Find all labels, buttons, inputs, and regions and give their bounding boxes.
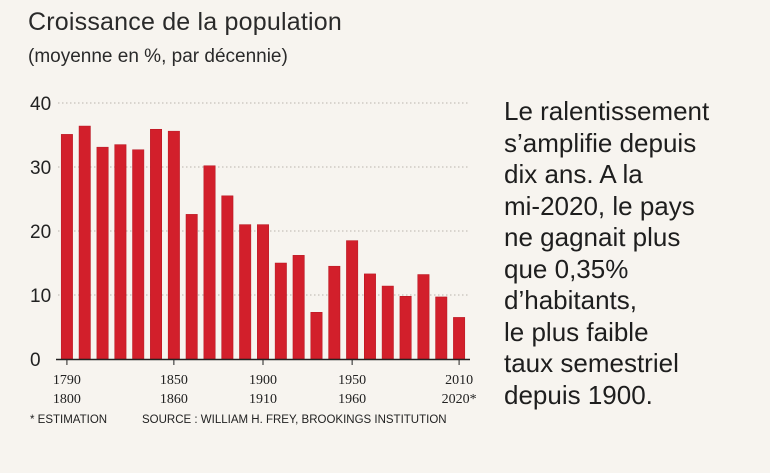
x-tick-label: 1910: [249, 392, 277, 407]
bar: [132, 149, 145, 360]
source-credit: SOURCE : WILLIAM H. FREY, BROOKINGS INST…: [142, 414, 447, 426]
bar: [435, 296, 448, 360]
chart-subtitle: (moyenne en %, par décennie): [28, 46, 288, 67]
bar: [346, 240, 359, 360]
y-tick-label: 20: [30, 222, 51, 243]
chart-title: Croissance de la population: [28, 8, 342, 36]
bar: [292, 255, 305, 360]
bars: [56, 125, 470, 361]
bar: [185, 214, 198, 360]
x-axis-ticks: 1790 1800 1850 1860 1900 1910 1950 1960 2010 2020…: [53, 359, 477, 407]
bar: [78, 125, 91, 360]
bar: [114, 144, 127, 360]
y-tick-label: 10: [30, 286, 51, 307]
bar: [203, 165, 216, 360]
x-tick-label: 1790: [53, 373, 81, 388]
bar: [364, 273, 376, 360]
x-tick-label: 2020*: [442, 392, 477, 407]
bar: [239, 224, 252, 360]
x-tick-label: 1960: [338, 392, 366, 407]
bar: [257, 224, 269, 360]
explanatory-note: Le ralentissement s’amplifie depuis dix …: [504, 96, 710, 410]
population-growth-bar-chart: 0 10 20 30 40 1790 1800 1850 1860 1900 1910 1950 19…: [30, 94, 477, 407]
x-tick-label: 2010: [445, 373, 473, 388]
bar: [150, 128, 162, 360]
bar: [399, 296, 412, 360]
y-axis-ticks: 0 10 20 30 40: [30, 94, 51, 371]
bar: [381, 285, 394, 360]
bar: [167, 130, 180, 360]
bar: [221, 195, 234, 360]
bar: [274, 262, 287, 360]
bar: [60, 134, 73, 360]
estimation-footnote: * ESTIMATION: [30, 414, 108, 426]
y-tick-label: 0: [30, 350, 41, 371]
y-tick-label: 30: [30, 158, 51, 179]
bar: [328, 265, 341, 360]
x-tick-label: 1800: [53, 392, 81, 407]
x-tick-label: 1860: [160, 392, 188, 407]
y-tick-label: 40: [30, 94, 51, 115]
x-tick-label: 1850: [160, 373, 188, 388]
bar: [453, 317, 466, 360]
bar: [96, 146, 109, 360]
x-tick-label: 1950: [338, 373, 366, 388]
bar: [310, 312, 323, 360]
x-tick-label: 1900: [249, 373, 277, 388]
bar: [417, 274, 430, 360]
